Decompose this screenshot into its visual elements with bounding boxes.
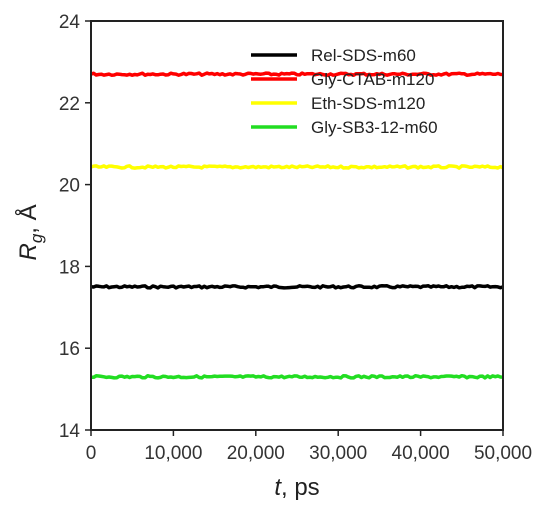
y-axis-label-var: R	[15, 243, 42, 260]
y-axis-label-unit: , Å	[14, 204, 42, 233]
x-tick-label: 10,000	[144, 443, 202, 464]
y-axis-label-sub: g	[27, 233, 46, 243]
series-line-1	[90, 71, 504, 77]
series-line-2	[90, 164, 504, 170]
y-tick-label: 20	[59, 176, 80, 197]
x-axis-label-var: t	[274, 474, 282, 501]
legend-label-2: Eth-SDS-m120	[311, 94, 425, 113]
x-tick-label: 0	[86, 443, 97, 464]
x-tick-label: 20,000	[227, 443, 285, 464]
axis-ticks: 0 10,000 20,000 30,000 40,000 50,000 14 16 18 20 2…	[59, 12, 532, 464]
x-tick-label: 50,000	[474, 443, 532, 464]
y-axis-label: Rg, Å	[14, 204, 46, 260]
legend: Rel-SDS-m60 Gly-CTAB-m120 Eth-SDS-m120 Gly-…	[251, 46, 438, 137]
series-line-0	[90, 284, 504, 290]
y-tick-label: 16	[59, 339, 80, 360]
x-axis-label-unit: , ps	[281, 474, 320, 501]
x-axis-label: t, ps	[274, 474, 319, 501]
legend-label-3: Gly-SB3-12-m60	[311, 118, 438, 137]
series-lines	[90, 71, 504, 380]
legend-label-1: Gly-CTAB-m120	[311, 70, 434, 89]
y-tick-label: 24	[59, 12, 81, 33]
y-tick-label: 18	[59, 257, 80, 278]
y-tick-label: 22	[59, 94, 80, 115]
x-tick-label: 40,000	[392, 443, 450, 464]
x-tick-label: 30,000	[309, 443, 367, 464]
legend-label-0: Rel-SDS-m60	[311, 46, 416, 65]
plot-frame	[90, 20, 504, 431]
y-tick-label: 14	[59, 421, 81, 442]
series-line-3	[90, 373, 504, 380]
